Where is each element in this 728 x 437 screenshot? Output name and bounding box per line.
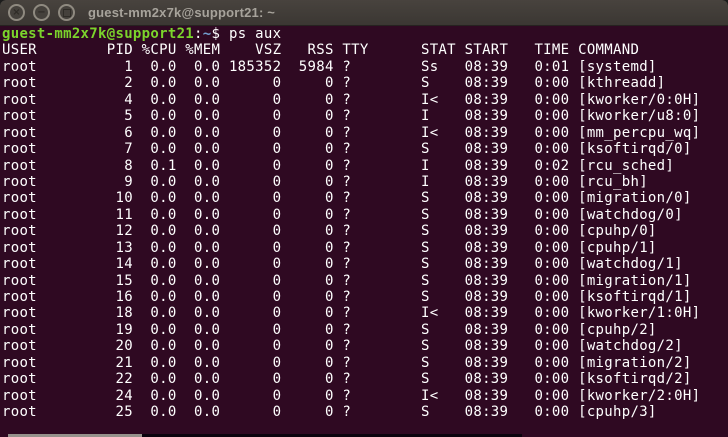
- ps-row: root 4 0.0 0.0 0 0 ? I< 08:39 0:00 [kwor…: [2, 91, 701, 108]
- window-controls: × −: [8, 4, 75, 21]
- prompt-dollar: $: [211, 26, 229, 42]
- window-title: guest-mm2x7k@support21: ~: [88, 5, 276, 20]
- ps-row: root 11 0.0 0.0 0 0 ? S 08:39 0:00 [watc…: [2, 206, 683, 223]
- ps-row: root 6 0.0 0.0 0 0 ? I< 08:39 0:00 [mm_p…: [2, 124, 701, 141]
- ps-row: root 20 0.0 0.0 0 0 ? S 08:39 0:00 [watc…: [2, 338, 683, 355]
- prompt-line: guest-mm2x7k@support21:~$ ps aux: [2, 26, 728, 42]
- ps-row: root 14 0.0 0.0 0 0 ? S 08:39 0:00 [watc…: [2, 256, 683, 273]
- ps-row: root 1 0.0 0.0 185352 5984 ? Ss 08:39 0:…: [2, 58, 657, 75]
- ps-row: root 16 0.0 0.0 0 0 ? S 08:39 0:00 [ksof…: [2, 289, 692, 305]
- ps-row: root 18 0.0 0.0 0 0 ? I< 08:39 0:00 [kwo…: [2, 305, 701, 322]
- ps-row: root 12 0.0 0.0 0 0 ? S 08:39 0:00 [cpuh…: [2, 223, 657, 240]
- minimize-icon[interactable]: −: [33, 4, 50, 21]
- ps-row: root 13 0.0 0.0 0 0 ? S 08:39 0:00 [cpuh…: [2, 239, 657, 256]
- typed-command: ps aux: [228, 26, 282, 42]
- ps-header-row: USER PID %CPU %MEM VSZ RSS TTY STAT STAR…: [2, 42, 640, 59]
- close-icon[interactable]: ×: [8, 4, 25, 21]
- ps-row: root 22 0.0 0.0 0 0 ? S 08:39 0:00 [ksof…: [2, 371, 692, 388]
- ps-row: root 25 0.0 0.0 0 0 ? S 08:39 0:00 [cpuh…: [2, 404, 657, 421]
- ps-row: root 9 0.0 0.0 0 0 ? I 08:39 0:00 [rcu_b…: [2, 173, 648, 190]
- ps-row: root 19 0.0 0.0 0 0 ? S 08:39 0:00 [cpuh…: [2, 321, 657, 338]
- ps-aux-output: USER PID %CPU %MEM VSZ RSS TTY STAT STAR…: [2, 42, 728, 420]
- prompt-colon: :: [194, 26, 203, 42]
- partial-next-line: [0, 434, 728, 437]
- prompt-path: ~: [202, 26, 212, 42]
- ps-row: root 24 0.0 0.0 0 0 ? I< 08:39 0:00 [kwo…: [2, 387, 701, 404]
- ps-row: root 10 0.0 0.0 0 0 ? S 08:39 0:00 [migr…: [2, 190, 692, 207]
- ps-row: root 8 0.1 0.0 0 0 ? I 08:39 0:02 [rcu_s…: [2, 157, 675, 174]
- titlebar[interactable]: × − guest-mm2x7k@support21: ~: [0, 0, 728, 26]
- prompt-user-host: guest-mm2x7k@support21: [2, 26, 195, 42]
- ps-row: root 21 0.0 0.0 0 0 ? S 08:39 0:00 [migr…: [2, 354, 692, 371]
- maximize-icon[interactable]: [58, 4, 75, 21]
- ps-row: root 5 0.0 0.0 0 0 ? I 08:39 0:00 [kwork…: [2, 108, 701, 125]
- ps-row: root 7 0.0 0.0 0 0 ? S 08:39 0:00 [ksoft…: [2, 141, 692, 158]
- ps-row: root 15 0.0 0.0 0 0 ? S 08:39 0:00 [migr…: [2, 272, 692, 289]
- terminal-screen[interactable]: guest-mm2x7k@support21:~$ ps aux USER PI…: [0, 26, 728, 437]
- ps-row: root 2 0.0 0.0 0 0 ? S 08:39 0:00 [kthre…: [2, 75, 666, 92]
